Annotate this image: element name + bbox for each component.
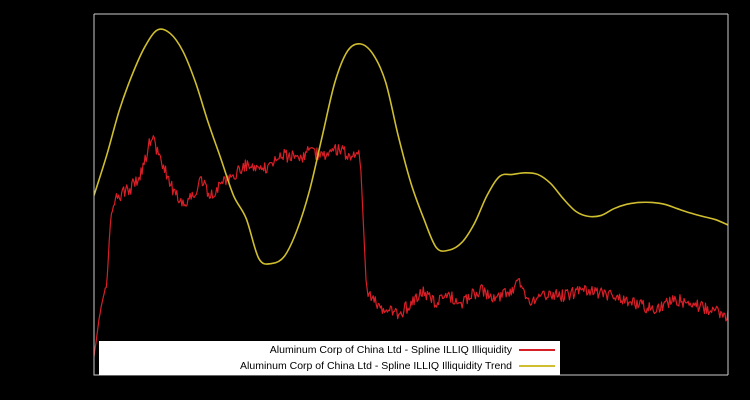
series-line-illiquidity <box>94 135 728 358</box>
legend-label-illiquidity-trend: Aluminum Corp of China Ltd - Spline ILLI… <box>240 360 512 372</box>
legend-swatch-illiquidity-trend <box>519 365 555 367</box>
legend-entry-1: Aluminum Corp of China Ltd - Spline ILLI… <box>100 358 559 374</box>
chart-legend: Aluminum Corp of China Ltd - Spline ILLI… <box>99 341 560 375</box>
y-axis-tick-labels: 1000000001000000100001001 <box>0 0 94 400</box>
data-series-layer <box>94 28 728 358</box>
legend-entry-0: Aluminum Corp of China Ltd - Spline ILLI… <box>100 342 559 358</box>
plot-frame <box>93 14 728 376</box>
legend-label-illiquidity: Aluminum Corp of China Ltd - Spline ILLI… <box>269 344 512 356</box>
legend-swatch-illiquidity <box>519 349 555 351</box>
plot-area-background <box>94 14 728 375</box>
series-line-illiquidity-trend <box>94 28 728 265</box>
